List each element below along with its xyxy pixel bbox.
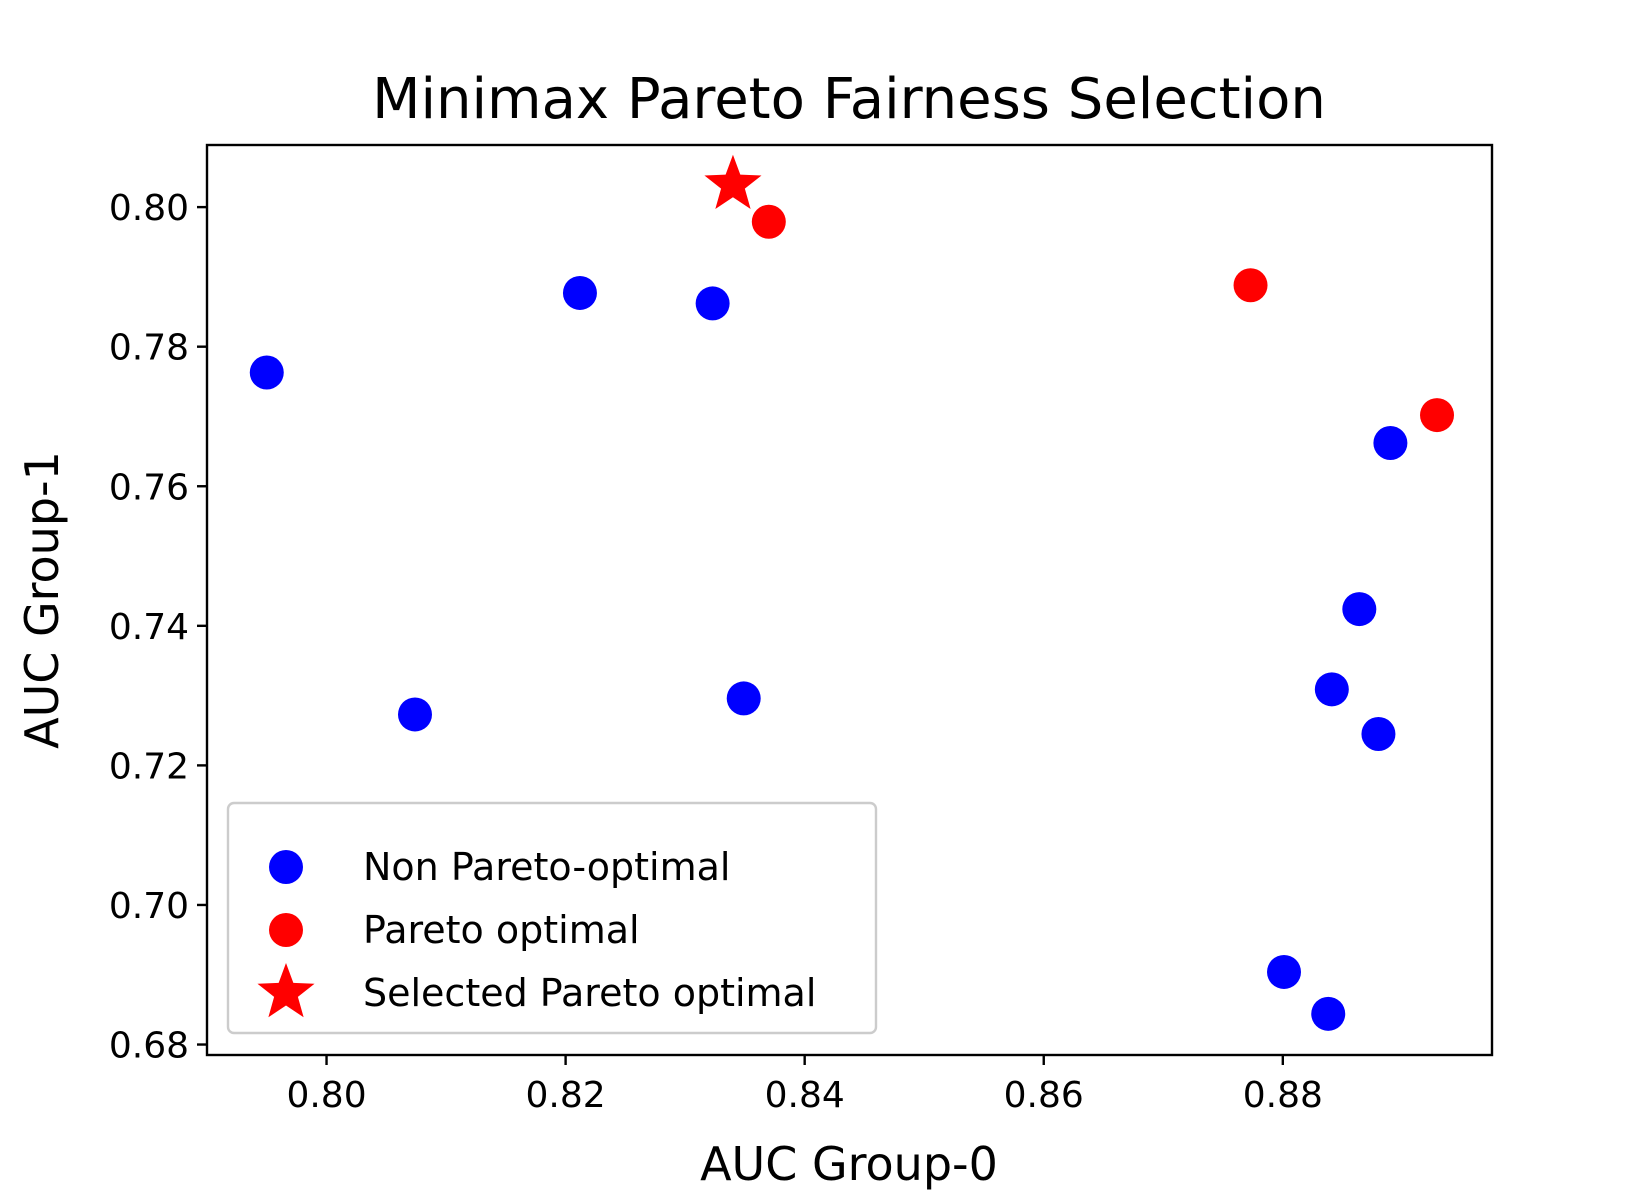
non-pareto-point xyxy=(1314,672,1349,707)
non-pareto-point xyxy=(1311,996,1346,1031)
y-axis-title: AUC Group-1 xyxy=(15,451,69,749)
y-tick-label: 0.74 xyxy=(109,607,189,648)
non-pareto-point xyxy=(397,697,432,732)
x-axis: 0.80 0.82 0.84 0.86 0.88 xyxy=(286,1055,1323,1116)
x-tick-label: 0.80 xyxy=(286,1075,366,1116)
non-pareto-point xyxy=(1342,592,1377,627)
pareto-optimal-point xyxy=(751,204,786,239)
non-pareto-point xyxy=(726,681,761,716)
legend-box xyxy=(226,801,878,1035)
non-pareto-point xyxy=(562,275,597,310)
non-pareto-point xyxy=(1267,954,1302,989)
legend-label: Pareto optimal xyxy=(363,908,640,952)
selected-pareto-star-point xyxy=(704,154,762,210)
y-tick-label: 0.72 xyxy=(109,746,189,787)
y-tick-label: 0.78 xyxy=(109,328,189,369)
non-pareto-point xyxy=(1361,716,1396,751)
chart-title: Minimax Pareto Fairness Selection xyxy=(372,67,1326,132)
y-axis: 0.68 0.70 0.72 0.74 0.76 0.78 0.80 xyxy=(109,188,207,1067)
x-tick-label: 0.82 xyxy=(526,1075,606,1116)
x-tick-label: 0.86 xyxy=(1004,1075,1084,1116)
pareto-optimal-point xyxy=(1420,398,1455,433)
y-tick-label: 0.80 xyxy=(109,188,189,229)
plot-frame xyxy=(205,143,1494,1057)
pareto-optimal-point xyxy=(1233,268,1268,303)
legend-circle-marker xyxy=(269,850,303,884)
y-tick-label: 0.70 xyxy=(109,886,189,927)
non-pareto-point xyxy=(249,355,284,390)
x-tick-label: 0.84 xyxy=(765,1075,845,1116)
legend-star-marker xyxy=(257,963,315,1018)
legend-circle-marker xyxy=(269,913,303,947)
y-tick-label: 0.68 xyxy=(109,1026,189,1067)
x-axis-title: AUC Group-0 xyxy=(700,1137,998,1191)
legend: Non Pareto-optimal Pareto optimal Selected… xyxy=(226,801,878,1035)
legend-label: Non Pareto-optimal xyxy=(363,845,730,889)
plot-area xyxy=(249,154,1455,1031)
non-pareto-point xyxy=(695,286,730,321)
x-tick-label: 0.88 xyxy=(1243,1075,1323,1116)
non-pareto-point xyxy=(1373,425,1408,460)
legend-label: Selected Pareto optimal xyxy=(363,971,816,1015)
y-tick-label: 0.76 xyxy=(109,467,189,508)
